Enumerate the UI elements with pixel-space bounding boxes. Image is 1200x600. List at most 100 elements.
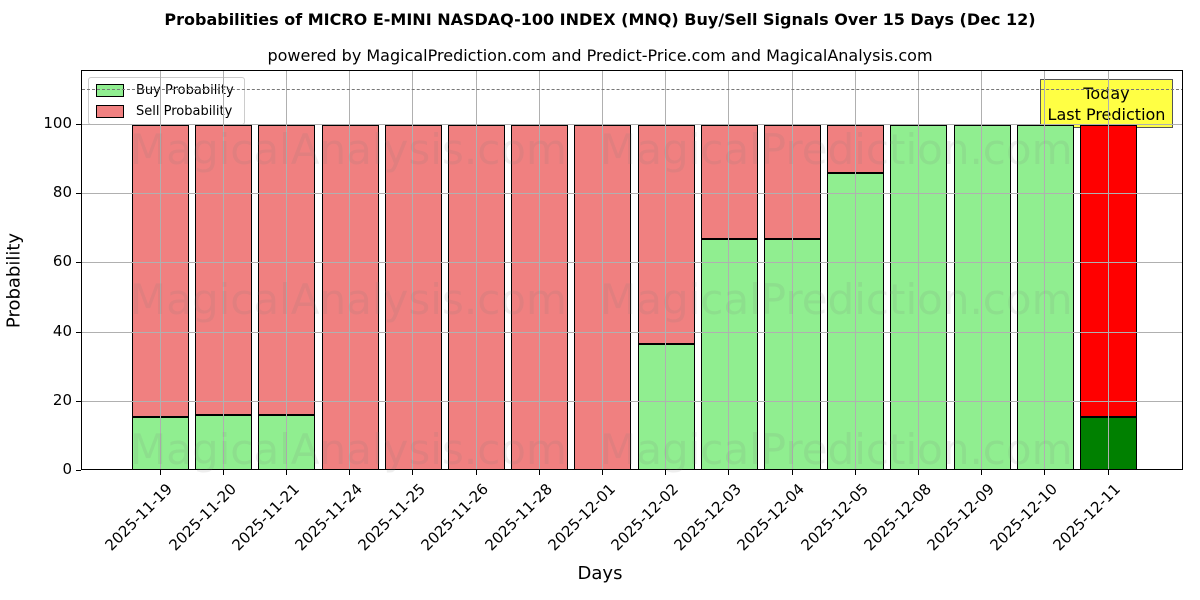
grid-line-y bbox=[82, 400, 1182, 402]
x-tick-label: 2025-12-02 bbox=[607, 480, 682, 555]
x-tick-mark bbox=[1107, 470, 1109, 475]
grid-line-x bbox=[412, 71, 414, 469]
bar-sell bbox=[827, 125, 885, 174]
buy-swatch-icon bbox=[96, 84, 124, 97]
annotation-line2: Last Prediction bbox=[1047, 105, 1166, 124]
y-tick-mark bbox=[76, 331, 81, 333]
y-tick-mark bbox=[76, 262, 81, 264]
x-tick-label: 2025-11-20 bbox=[165, 480, 240, 555]
x-tick-label: 2025-12-05 bbox=[797, 480, 872, 555]
y-tick-label: 80 bbox=[52, 183, 72, 202]
legend-item-sell: Sell Probability bbox=[96, 104, 232, 119]
grid-line-x bbox=[1044, 71, 1046, 469]
bar-sell bbox=[511, 125, 569, 469]
grid-line-x bbox=[665, 71, 667, 469]
bar-buy bbox=[890, 125, 948, 469]
bar-sell bbox=[574, 125, 632, 469]
grid-line-y bbox=[82, 193, 1182, 195]
x-tick-label: 2025-11-26 bbox=[417, 480, 493, 555]
x-tick-mark bbox=[728, 470, 730, 475]
x-tick-label: 2025-11-19 bbox=[101, 480, 177, 555]
x-tick-label: 2025-12-10 bbox=[986, 480, 1062, 555]
y-tick-label: 20 bbox=[52, 390, 72, 409]
x-tick-mark bbox=[917, 470, 919, 475]
x-tick-mark bbox=[285, 470, 287, 475]
y-tick-label: 60 bbox=[52, 252, 72, 271]
reference-line-110 bbox=[82, 89, 1182, 91]
bar-buy bbox=[764, 239, 821, 469]
legend-item-buy: Buy Probability bbox=[96, 83, 234, 98]
bar-sell bbox=[258, 125, 316, 415]
grid-line-x bbox=[728, 71, 730, 469]
bar-sell bbox=[637, 125, 695, 345]
sell-swatch-icon bbox=[96, 105, 124, 118]
today-annotation: Today Last Prediction bbox=[1040, 79, 1173, 128]
x-tick-label: 2025-11-21 bbox=[228, 480, 303, 555]
y-tick-mark bbox=[76, 193, 81, 195]
annotation-line1: Today bbox=[1083, 84, 1130, 103]
x-tick-label: 2025-12-03 bbox=[670, 480, 746, 555]
bar-buy bbox=[1080, 417, 1137, 469]
grid-line-x bbox=[917, 71, 919, 469]
bar-buy bbox=[195, 414, 253, 469]
bar-buy bbox=[258, 414, 316, 469]
bar-buy bbox=[1016, 125, 1074, 469]
x-tick-label: 2025-12-08 bbox=[860, 480, 935, 555]
bar-sell bbox=[764, 125, 821, 240]
x-tick-label: 2025-11-28 bbox=[481, 480, 556, 555]
y-tick-label: 40 bbox=[52, 321, 72, 340]
x-tick-label: 2025-12-11 bbox=[1049, 480, 1125, 555]
x-tick-mark bbox=[665, 470, 667, 475]
plot-area bbox=[81, 70, 1183, 470]
x-tick-mark bbox=[412, 470, 414, 475]
x-tick-label: 2025-11-25 bbox=[354, 480, 430, 555]
bar-sell bbox=[384, 125, 442, 469]
bar-sell bbox=[132, 125, 189, 418]
x-tick-mark bbox=[222, 470, 224, 475]
x-tick-mark bbox=[1044, 470, 1046, 475]
bar-sell bbox=[321, 125, 379, 469]
x-tick-mark bbox=[854, 470, 856, 475]
grid-line-x bbox=[285, 71, 287, 469]
bar-sell bbox=[1080, 125, 1137, 418]
grid-line-x bbox=[1107, 71, 1109, 469]
chart-subtitle: powered by MagicalPrediction.com and Pre… bbox=[267, 46, 933, 65]
bar-buy bbox=[953, 125, 1011, 469]
grid-line-x bbox=[791, 71, 793, 469]
grid-line-y bbox=[82, 331, 1182, 333]
x-tick-mark bbox=[981, 470, 983, 475]
grid-line-x bbox=[601, 71, 603, 469]
bar-buy bbox=[700, 239, 758, 469]
grid-line-x bbox=[159, 71, 161, 469]
legend-label-buy: Buy Probability bbox=[136, 83, 234, 98]
bar-buy bbox=[637, 344, 695, 469]
grid-line-x bbox=[349, 71, 351, 469]
bar-buy bbox=[132, 417, 189, 469]
grid-line-x bbox=[222, 71, 224, 469]
y-tick-mark bbox=[76, 400, 81, 402]
y-axis-label: Probability bbox=[3, 232, 25, 329]
grid-line-x bbox=[538, 71, 540, 469]
bar-sell bbox=[700, 125, 758, 240]
y-tick-mark bbox=[76, 124, 81, 125]
chart-title: Probabilities of MICRO E-MINI NASDAQ-100… bbox=[164, 10, 1036, 29]
grid-line-x bbox=[854, 71, 856, 469]
x-tick-label: 2025-12-09 bbox=[923, 480, 998, 555]
bar-buy bbox=[827, 173, 885, 469]
x-tick-label: 2025-12-01 bbox=[544, 480, 619, 555]
legend: Buy Probability Sell Probability bbox=[88, 77, 245, 125]
x-tick-mark bbox=[601, 470, 603, 475]
x-tick-mark bbox=[538, 470, 540, 475]
y-tick-mark bbox=[76, 470, 81, 471]
bar-sell bbox=[195, 125, 253, 415]
x-tick-mark bbox=[349, 470, 351, 475]
x-tick-mark bbox=[159, 470, 161, 475]
y-tick-label: 0 bbox=[62, 460, 72, 478]
y-tick-label: 100 bbox=[43, 114, 72, 132]
grid-line-x bbox=[475, 71, 477, 469]
grid-line-x bbox=[981, 71, 983, 469]
legend-label-sell: Sell Probability bbox=[136, 104, 233, 119]
x-tick-mark bbox=[475, 470, 477, 475]
bar-sell bbox=[448, 125, 505, 469]
grid-line-y bbox=[82, 262, 1182, 264]
